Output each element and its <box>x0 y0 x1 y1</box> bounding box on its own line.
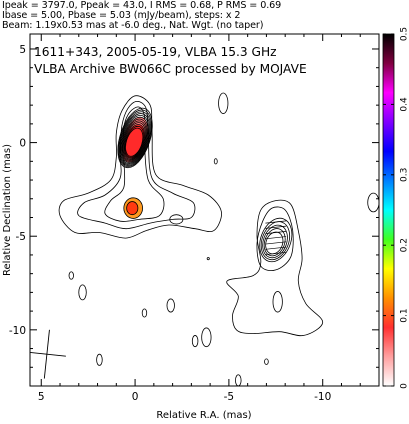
axis-ticks: 5 0 -5 -10 5 0 -5 -10 <box>9 34 379 403</box>
polarization-vector <box>265 241 287 245</box>
colorbar-tick-label: 0.2 <box>400 238 409 252</box>
annotation-source-line: 1611+343, 2005-05-19, VLBA 15.3 GHz <box>34 45 277 59</box>
colorbar <box>382 33 395 387</box>
noise-contour <box>141 308 148 318</box>
noise-contour <box>166 298 175 313</box>
polarization-vector <box>265 225 287 229</box>
polarization-vector <box>265 251 287 255</box>
core-contour-ring <box>125 127 144 157</box>
colorbar-tick-label: 0.5 <box>400 27 409 41</box>
noise-contour <box>218 92 229 114</box>
colorbar-ticks: 0 0.1 0.2 0.3 0.4 0.5 <box>383 27 409 389</box>
noise-contour <box>235 374 242 386</box>
y-tick-label: -5 <box>16 231 26 243</box>
noise-contour <box>68 271 74 280</box>
polarization-vector <box>265 220 287 224</box>
outer-contour-main <box>58 95 222 239</box>
noise-contour <box>201 327 212 348</box>
core-contour-ring <box>117 107 153 169</box>
x-tick-label: -5 <box>224 391 234 403</box>
x-tick-label: 0 <box>132 391 139 403</box>
colorbar-tick-label: 0 <box>400 383 409 389</box>
colorbar-tick-label: 0.4 <box>400 97 409 112</box>
noise-contour <box>169 214 184 225</box>
secondary-contour-ring <box>263 228 286 257</box>
core-contour-ring <box>118 111 151 166</box>
colorbar-tick-label: 0.1 <box>400 308 409 322</box>
plot-frame <box>29 33 380 387</box>
polarization-vector <box>265 246 287 250</box>
outer-contour-secondary <box>226 199 324 337</box>
header-line-1: Ipeak = 3797.0, Ppeak = 43.0, I RMS = 0.… <box>2 0 282 11</box>
y-tick-label: -10 <box>9 325 26 337</box>
x-tick-label: 5 <box>38 391 45 403</box>
y-tick-label: 0 <box>19 138 26 150</box>
noise-contour <box>264 358 269 365</box>
noise-contour <box>206 257 210 261</box>
y-axis-label: Relative Declination (mas) <box>2 144 13 276</box>
noise-contour <box>213 158 218 165</box>
secondary-knot <box>272 291 283 313</box>
noise-contour <box>96 353 103 366</box>
x-axis-label: Relative R.A. (mas) <box>156 410 251 421</box>
core-contour-ring <box>120 115 150 164</box>
contour-layer <box>30 92 379 386</box>
beam-minor-axis <box>30 351 66 357</box>
header-line-3: Beam: 1.19x0.53 mas at -6.0 deg., Nat. W… <box>2 20 264 31</box>
core-contour-ring <box>118 109 152 168</box>
secondary-contour-ring <box>260 221 291 261</box>
secondary-contour-ring <box>262 224 288 259</box>
jet-knot-peak <box>126 201 139 216</box>
annotation-archive-line: VLBA Archive BW066C processed by MOJAVE <box>34 62 307 76</box>
secondary-contour-ring <box>259 217 293 263</box>
polarization-vector <box>265 236 287 240</box>
contour-secondary-2 <box>256 206 294 272</box>
noise-contour <box>367 192 379 213</box>
x-tick-label: -10 <box>314 391 331 403</box>
header-line-2: Ibase = 5.00, Pbase = 5.03 (mJy/beam), s… <box>2 10 241 21</box>
core-contour-ring <box>119 113 151 165</box>
noise-contour <box>78 284 87 301</box>
polarization-vector <box>265 230 287 234</box>
y-tick-label: 5 <box>19 44 26 56</box>
colorbar-tick-label: 0.3 <box>400 168 409 182</box>
noise-contour <box>191 335 199 348</box>
